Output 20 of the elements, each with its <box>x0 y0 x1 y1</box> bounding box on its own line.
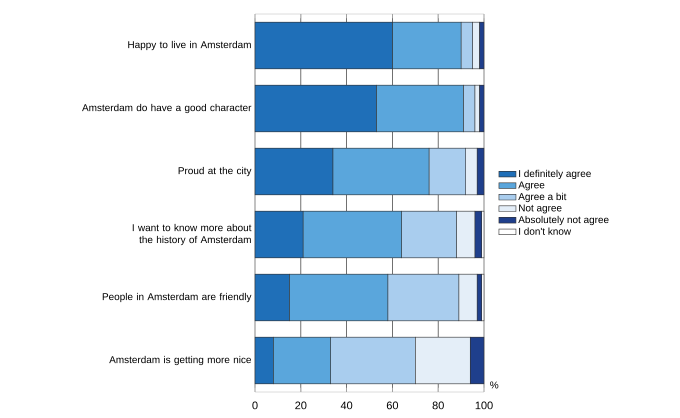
legend-label: Agree a bit <box>518 192 566 202</box>
legend-label: I definitely agree <box>519 170 591 180</box>
y-tick-label: Proud at the city <box>178 166 252 176</box>
legend-label: Not agree <box>519 204 562 214</box>
x-tick-label: 100 <box>476 402 493 410</box>
legend-label: I don't know <box>519 228 572 235</box>
y-tick-label: Amsterdam is getting more nice <box>109 356 252 366</box>
x-tick-label: 20 <box>295 402 306 410</box>
legend-label: Absolutely not agree <box>518 216 609 226</box>
y-tick-label: I want to know more about the history of Amsterdam <box>132 224 252 246</box>
x-tick-label: 40 <box>340 402 352 410</box>
x-tick-label: 0 <box>252 402 258 410</box>
legend-label: Agree <box>518 181 544 190</box>
y-tick-label: Amsterdam do have a good character <box>82 104 252 114</box>
text: % <box>490 382 498 388</box>
x-tick-label: 80 <box>432 402 444 410</box>
y-tick-label: People in Amsterdam are friendly <box>102 292 252 302</box>
x-tick-label: 60 <box>386 402 398 410</box>
y-tick-label: Happy to live in Amsterdam <box>128 40 251 50</box>
bar <box>479 84 484 132</box>
